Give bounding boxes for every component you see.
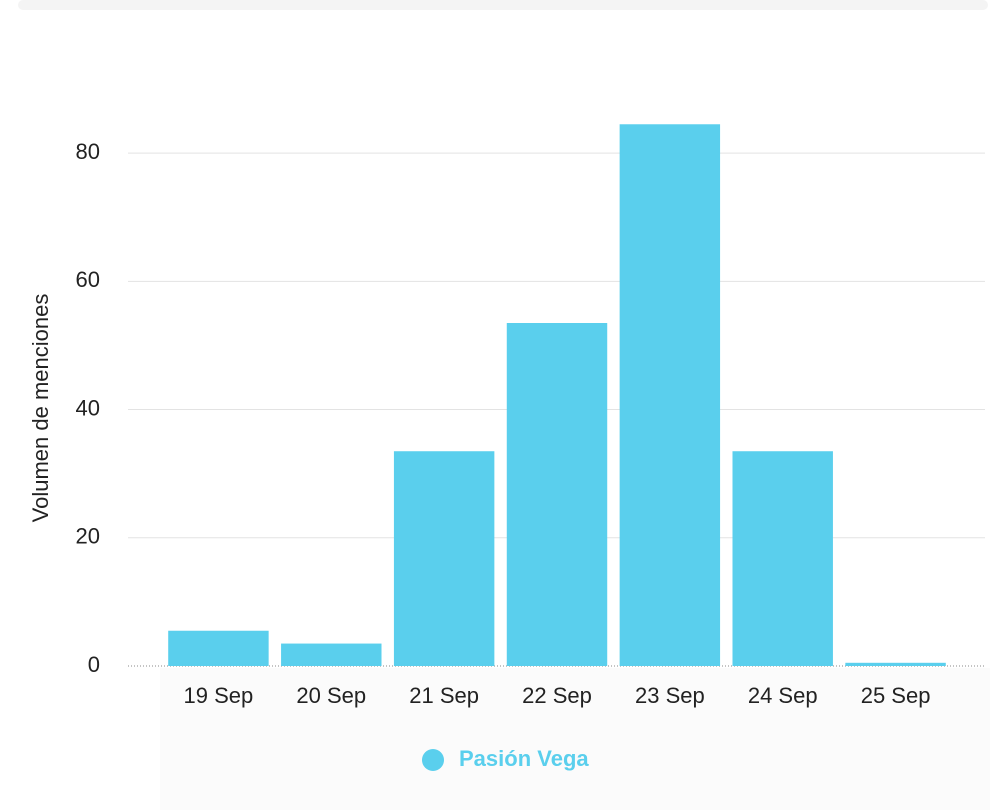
bar [168,630,269,666]
y-tick-label: 0 [88,652,100,677]
y-tick-label: 80 [76,139,100,164]
x-tick-label: 25 Sep [861,683,931,708]
x-tick-label: 24 Sep [748,683,818,708]
bar [732,451,833,666]
x-tick-label: 22 Sep [522,683,592,708]
x-tick-label: 20 Sep [296,683,366,708]
bar [281,643,382,666]
bar [619,124,721,666]
bar [845,662,946,666]
x-tick-label: 21 Sep [409,683,479,708]
y-axis-label: Volumen de menciones [28,294,53,523]
legend-marker [422,749,444,771]
x-tick-label: 19 Sep [184,683,254,708]
bar [393,451,495,666]
y-tick-label: 40 [76,395,100,420]
legend-label: Pasión Vega [459,746,589,771]
top-bar [18,0,988,10]
y-tick-label: 60 [76,267,100,292]
footer-bg [160,668,990,810]
y-tick-label: 20 [76,524,100,549]
bar [506,323,608,666]
x-tick-label: 23 Sep [635,683,705,708]
